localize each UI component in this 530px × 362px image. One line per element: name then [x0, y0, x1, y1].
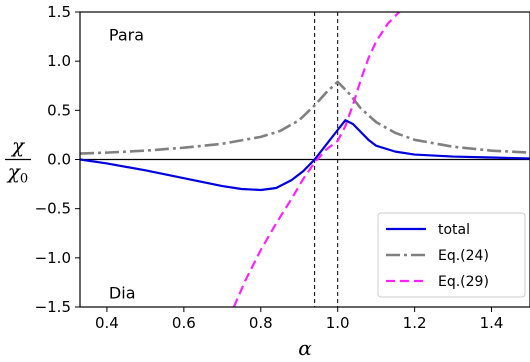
- x-tick-label: 0.8: [249, 314, 273, 332]
- y-tick-label: 1.5: [47, 3, 71, 21]
- x-tick-label: 0.6: [172, 314, 196, 332]
- y-axis-label-numerator: χ: [10, 134, 26, 158]
- series-layer: [80, 12, 530, 307]
- series-line-eq24: [80, 80, 530, 155]
- y-axis-label: χ χ0: [5, 134, 31, 187]
- series-line-eq29: [232, 12, 401, 307]
- x-tick-label: 1.0: [326, 314, 350, 332]
- y-tick-label: 1.0: [47, 52, 71, 70]
- y-tick-label: 0.0: [47, 151, 71, 169]
- y-axis-label-denominator-subscript: 0: [20, 172, 28, 187]
- annotation-para: Para: [109, 26, 144, 45]
- legend-label-eq29: Eq.(29): [438, 274, 489, 290]
- y-axis-label-denominator-symbol: χ: [6, 160, 22, 184]
- legend-label-eq24: Eq.(24): [438, 248, 489, 264]
- legend-label-total: total: [438, 222, 470, 238]
- x-tick-label: 1.4: [480, 314, 504, 332]
- x-tick-label: 0.4: [95, 314, 119, 332]
- y-tick-label: −0.5: [35, 200, 71, 218]
- y-tick-label: −1.0: [35, 249, 71, 267]
- x-axis-label: α: [298, 336, 312, 360]
- legend: total Eq.(24) Eq.(29): [377, 212, 526, 298]
- y-tick-label: 0.5: [47, 101, 71, 119]
- annotation-dia: Dia: [109, 283, 136, 302]
- x-tick-label: 1.2: [403, 314, 427, 332]
- y-tick-label: −1.5: [35, 298, 71, 316]
- y-axis-label-denominator: χ0: [6, 160, 28, 187]
- ticks-layer: 0.4 0.6 0.8 1.0 1.2 1.4 −1.5 −1.0 −0.5 0.0 0.5 1.0 1…: [35, 3, 504, 332]
- legend-box: [377, 212, 526, 298]
- series-line-total: [80, 119, 530, 192]
- x-axis-label-text: α: [298, 336, 312, 360]
